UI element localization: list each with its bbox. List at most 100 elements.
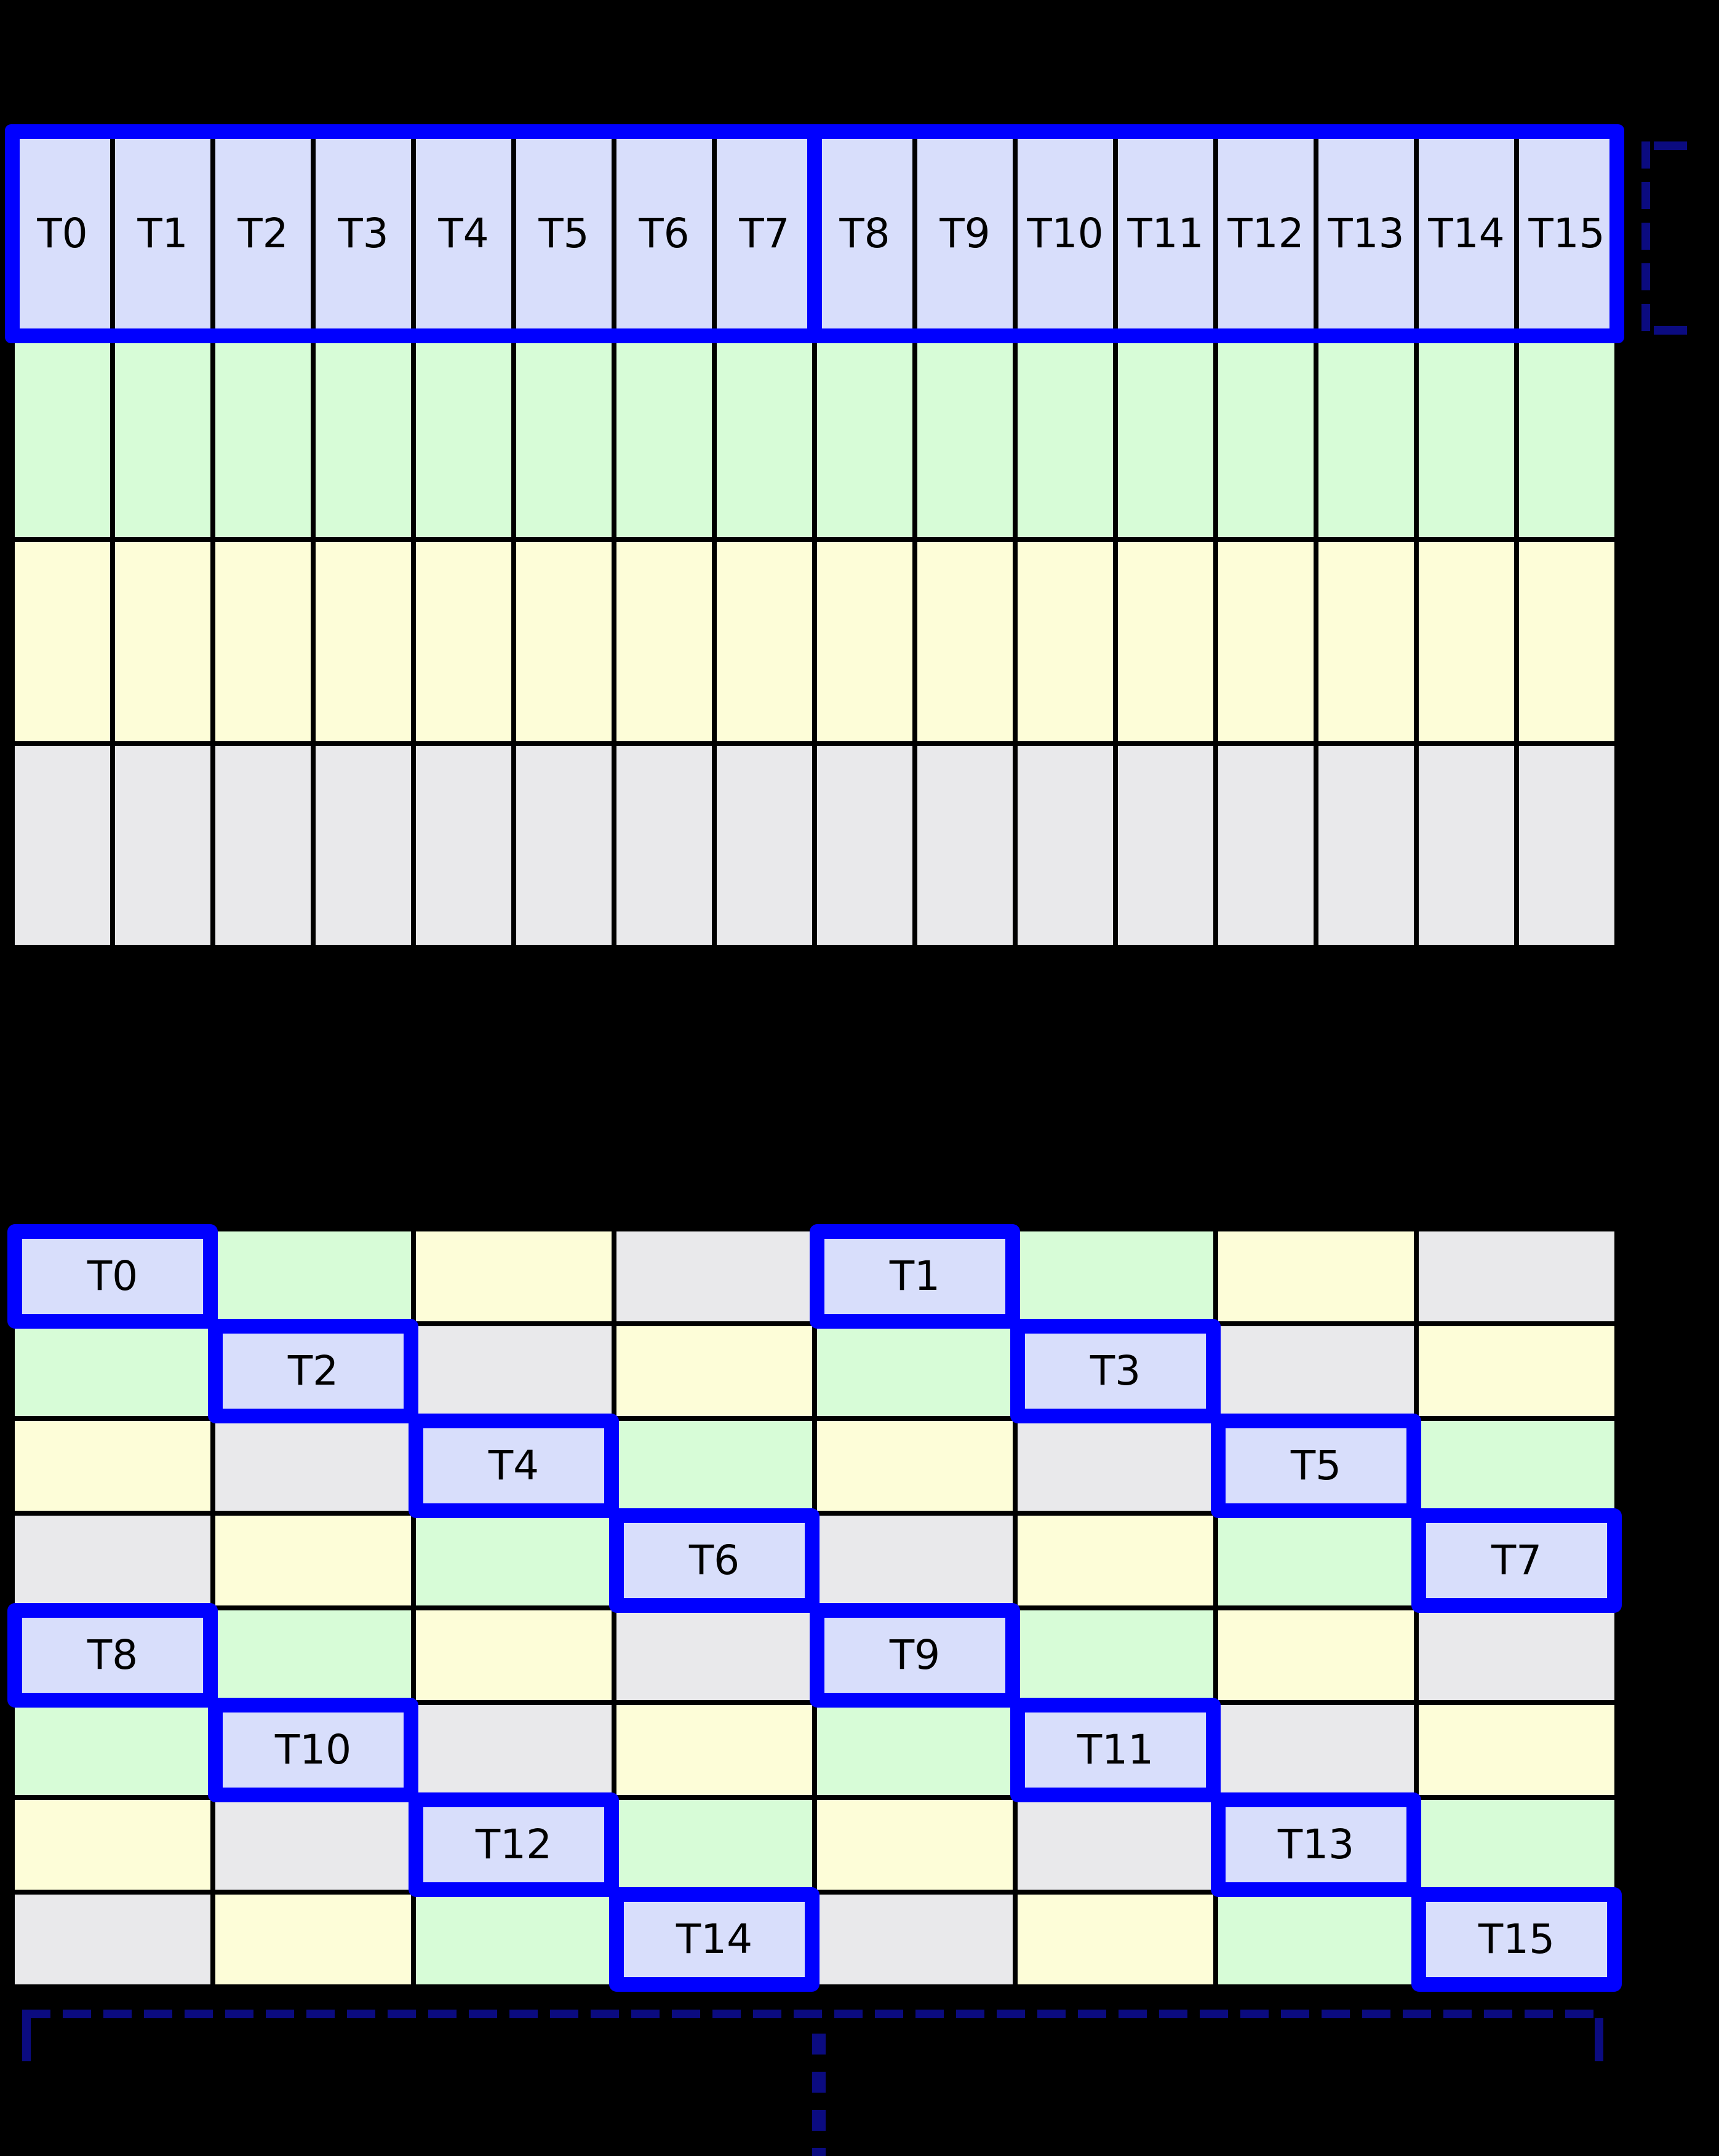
memory-element-cell bbox=[15, 1895, 210, 1984]
memory-element-cell bbox=[616, 746, 712, 945]
memory-element-cell bbox=[115, 542, 210, 741]
thread-access-cell-t2: T2 bbox=[215, 1326, 411, 1416]
memory-element-cell bbox=[516, 338, 612, 537]
memory-element-cell bbox=[616, 542, 712, 741]
thread-cell-t10: T10 bbox=[1018, 134, 1113, 333]
thread-cell-t8: T8 bbox=[817, 134, 912, 333]
memory-element-cell bbox=[416, 1610, 612, 1700]
thread-cell-t4: T4 bbox=[416, 134, 511, 333]
memory-element-cell bbox=[215, 746, 311, 945]
memory-element-cell bbox=[616, 1231, 812, 1321]
memory-element-cell bbox=[1419, 1421, 1614, 1511]
memory-element-cell bbox=[1318, 746, 1414, 945]
memory-element-cell bbox=[215, 1421, 411, 1511]
memory-element-cell bbox=[215, 1895, 411, 1984]
underline-right-tick bbox=[1595, 2018, 1603, 2061]
thread-access-cell-t12: T12 bbox=[416, 1800, 612, 1890]
memory-element-cell bbox=[1318, 338, 1414, 537]
memory-element-cell bbox=[1419, 542, 1514, 741]
thread-cell-t9: T9 bbox=[917, 134, 1013, 333]
bracket-dashed-line bbox=[1641, 141, 1650, 335]
bottom-memory-grid: T0 T1 T2 T3 T4 T5 T6 T7 T8 T9 T10 T11 T12 T13 T14 T15 bbox=[15, 1231, 1614, 1984]
memory-element-cell bbox=[416, 1326, 612, 1416]
memory-element-cell bbox=[115, 338, 210, 537]
continuation-ellipsis bbox=[812, 2034, 826, 2156]
memory-element-cell bbox=[1218, 1895, 1414, 1984]
thread-cell-t14: T14 bbox=[1419, 134, 1514, 333]
memory-element-cell bbox=[1018, 1610, 1213, 1700]
memory-element-cell bbox=[316, 542, 411, 741]
memory-element-cell bbox=[215, 1610, 411, 1700]
memory-element-cell bbox=[616, 1705, 812, 1795]
memory-element-cell bbox=[1018, 1516, 1213, 1605]
memory-element-cell bbox=[616, 1610, 812, 1700]
memory-element-cell bbox=[1419, 1610, 1614, 1700]
thread-cell-t1: T1 bbox=[115, 134, 210, 333]
memory-element-cell bbox=[717, 542, 812, 741]
memory-element-cell bbox=[15, 338, 110, 537]
memory-element-cell bbox=[416, 1516, 612, 1605]
thread-row-bracket bbox=[1641, 141, 1688, 335]
memory-element-cell bbox=[817, 1705, 1013, 1795]
thread-access-cell-t6: T6 bbox=[616, 1516, 812, 1605]
thread-cell-t11: T11 bbox=[1118, 134, 1213, 333]
memory-element-cell bbox=[1018, 338, 1113, 537]
thread-access-cell-t14: T14 bbox=[616, 1895, 812, 1984]
memory-element-cell bbox=[1318, 542, 1414, 741]
thread-access-cell-t8: T8 bbox=[15, 1610, 210, 1700]
memory-element-cell bbox=[1218, 338, 1314, 537]
memory-element-cell bbox=[1018, 1231, 1213, 1321]
memory-element-cell bbox=[1419, 746, 1514, 945]
memory-element-cell bbox=[817, 542, 912, 741]
memory-element-cell bbox=[1419, 1326, 1614, 1416]
memory-element-cell bbox=[616, 338, 712, 537]
memory-element-cell bbox=[1118, 746, 1213, 945]
memory-element-cell bbox=[616, 1421, 812, 1511]
memory-element-cell bbox=[1118, 542, 1213, 741]
memory-element-cell bbox=[516, 542, 612, 741]
ellipsis-dot bbox=[812, 2148, 826, 2156]
thread-access-cell-t3: T3 bbox=[1018, 1326, 1213, 1416]
memory-element-cell bbox=[516, 746, 612, 945]
memory-element-cell bbox=[1018, 542, 1113, 741]
memory-element-cell bbox=[416, 1231, 612, 1321]
thread-access-cell-t5: T5 bbox=[1218, 1421, 1414, 1511]
thread-access-cell-t1: T1 bbox=[817, 1231, 1013, 1321]
memory-element-cell bbox=[416, 746, 511, 945]
ellipsis-dot bbox=[812, 2110, 826, 2131]
memory-element-cell bbox=[817, 1326, 1013, 1416]
memory-element-cell bbox=[1018, 1895, 1213, 1984]
thread-cell-t3: T3 bbox=[316, 134, 411, 333]
memory-element-cell bbox=[817, 1421, 1013, 1511]
memory-element-cell bbox=[1218, 746, 1314, 945]
thread-cell-t5: T5 bbox=[516, 134, 612, 333]
memory-element-cell bbox=[1118, 338, 1213, 537]
thread-cell-t6: T6 bbox=[616, 134, 712, 333]
memory-element-cell bbox=[717, 338, 812, 537]
memory-element-cell bbox=[1218, 1326, 1414, 1416]
thread-access-cell-t10: T10 bbox=[215, 1705, 411, 1795]
memory-element-cell bbox=[15, 1705, 210, 1795]
memory-element-cell bbox=[1419, 1800, 1614, 1890]
ellipsis-dot bbox=[812, 2034, 826, 2055]
memory-element-cell bbox=[15, 746, 110, 945]
underline-left-tick bbox=[22, 2018, 31, 2061]
ellipsis-dot bbox=[812, 2072, 826, 2093]
memory-element-cell bbox=[917, 542, 1013, 741]
memory-element-cell bbox=[1218, 1610, 1414, 1700]
memory-element-cell bbox=[917, 338, 1013, 537]
memory-element-cell bbox=[817, 1516, 1013, 1605]
thread-access-cell-t13: T13 bbox=[1218, 1800, 1414, 1890]
memory-element-cell bbox=[215, 1231, 411, 1321]
thread-cell-t12: T12 bbox=[1218, 134, 1314, 333]
thread-access-cell-t4: T4 bbox=[416, 1421, 612, 1511]
memory-element-cell bbox=[416, 338, 511, 537]
thread-access-cell-t7: T7 bbox=[1419, 1516, 1614, 1605]
memory-element-cell bbox=[215, 542, 311, 741]
memory-element-cell bbox=[817, 746, 912, 945]
memory-element-cell bbox=[215, 1800, 411, 1890]
memory-element-cell bbox=[316, 338, 411, 537]
memory-element-cell bbox=[717, 746, 812, 945]
memory-element-cell bbox=[416, 542, 511, 741]
thread-cell-t0: T0 bbox=[15, 134, 110, 333]
